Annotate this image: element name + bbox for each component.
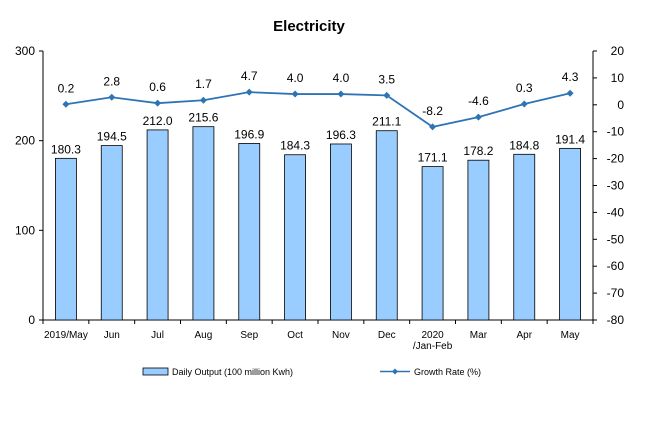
bar [467, 159, 490, 321]
right-tick-label: -50 [607, 232, 625, 246]
legend-line-label: Growth Rate (%) [414, 367, 481, 377]
right-tick-label: -10 [607, 125, 625, 139]
bar [146, 129, 169, 321]
line-value-label: -8.2 [422, 104, 443, 118]
chart-title: Electricity [273, 18, 345, 35]
line-value-label: 0.6 [149, 80, 166, 94]
line-point [337, 90, 345, 98]
x-tick-label: Dec [378, 330, 396, 341]
bar [192, 126, 215, 321]
bar-value-label: 211.1 [372, 115, 401, 129]
line-value-label: -4.6 [468, 94, 489, 108]
x-tick-label: Oct [287, 330, 303, 341]
x-tick-label: 2019/May [44, 330, 88, 341]
bar-value-label: 196.9 [234, 127, 264, 141]
line-point [291, 90, 299, 98]
line-value-label: 4.0 [333, 71, 350, 85]
line-value-label: 4.3 [562, 70, 579, 84]
right-tick-label: 10 [611, 71, 625, 85]
bar [284, 154, 306, 321]
legend-line-marker [392, 368, 398, 375]
bar [513, 153, 536, 321]
line-point [154, 99, 162, 107]
line-point [566, 89, 574, 97]
bar [55, 157, 77, 321]
x-tick-label: Aug [195, 330, 213, 341]
right-tick-label: -40 [607, 205, 625, 219]
line-value-label: 2.8 [103, 74, 120, 88]
bar-series: 180.3 194.5 212.0 215.6 196.9 184.3 196.3 211.1… [51, 111, 585, 321]
bar-value-label: 212.0 [143, 114, 173, 128]
left-tick-label: 300 [15, 44, 35, 58]
left-tick-label: 200 [15, 134, 35, 148]
bar-value-label: 184.8 [509, 138, 539, 152]
legend-bar-label: Daily Output (100 million Kwh) [172, 367, 293, 377]
x-tick-label: Jun [104, 330, 120, 341]
line-value-label: 4.0 [287, 71, 304, 85]
right-tick-label: -60 [607, 259, 625, 273]
bar [421, 166, 444, 321]
x-tick-label: 2020/Jan-Feb [413, 330, 453, 352]
line-point [62, 100, 70, 108]
line-point [199, 96, 207, 104]
bar-value-label: 191.4 [555, 132, 585, 146]
right-tick-label: -80 [607, 313, 625, 327]
line-value-label: 3.5 [378, 72, 395, 86]
x-tick-label: Apr [516, 330, 532, 341]
bar [330, 143, 352, 321]
line-value-label: 4.7 [241, 69, 258, 83]
right-tick-label: -70 [607, 286, 625, 300]
right-tick-label: -30 [607, 179, 625, 193]
bar [100, 145, 123, 321]
bar [375, 130, 398, 321]
x-tick-label: May [561, 330, 580, 341]
bar-value-label: 194.5 [97, 130, 127, 144]
right-tick-label: 20 [611, 44, 625, 58]
line-point [429, 123, 437, 131]
left-tick-label: 0 [28, 313, 35, 327]
bar-value-label: 178.2 [463, 144, 493, 158]
x-tick-label: Jul [151, 330, 164, 341]
bar-value-label: 171.1 [418, 151, 448, 165]
line-point [108, 93, 116, 101]
line-value-label: 0.3 [516, 81, 533, 95]
legend-bar-swatch [142, 367, 169, 376]
x-tick-label: Sep [240, 330, 258, 341]
left-tick-label: 100 [15, 223, 35, 237]
bar [238, 143, 261, 321]
line-series: 0.2 2.8 0.6 1.7 4.7 4.0 4.0 3.5 -8.2 -4.6 0.3 4.3 [58, 69, 579, 131]
bar-value-label: 180.3 [51, 142, 81, 156]
bar-value-label: 196.3 [326, 128, 356, 142]
line-point [474, 113, 482, 121]
bar-value-label: 184.3 [280, 139, 310, 153]
legend: Daily Output (100 million Kwh) Growth Ra… [142, 367, 481, 377]
line-value-label: 0.2 [58, 81, 75, 95]
bar-value-label: 215.6 [188, 111, 218, 125]
x-tick-label: Nov [332, 330, 350, 341]
x-tick-label: Mar [470, 330, 488, 341]
right-tick-label: -20 [607, 152, 625, 166]
bar [559, 147, 581, 321]
line-value-label: 1.7 [195, 77, 212, 91]
line-point [520, 100, 528, 108]
line-point [245, 88, 253, 96]
growth-rate-line [65, 91, 571, 128]
right-tick-label: 0 [617, 98, 624, 112]
line-point [383, 91, 391, 99]
